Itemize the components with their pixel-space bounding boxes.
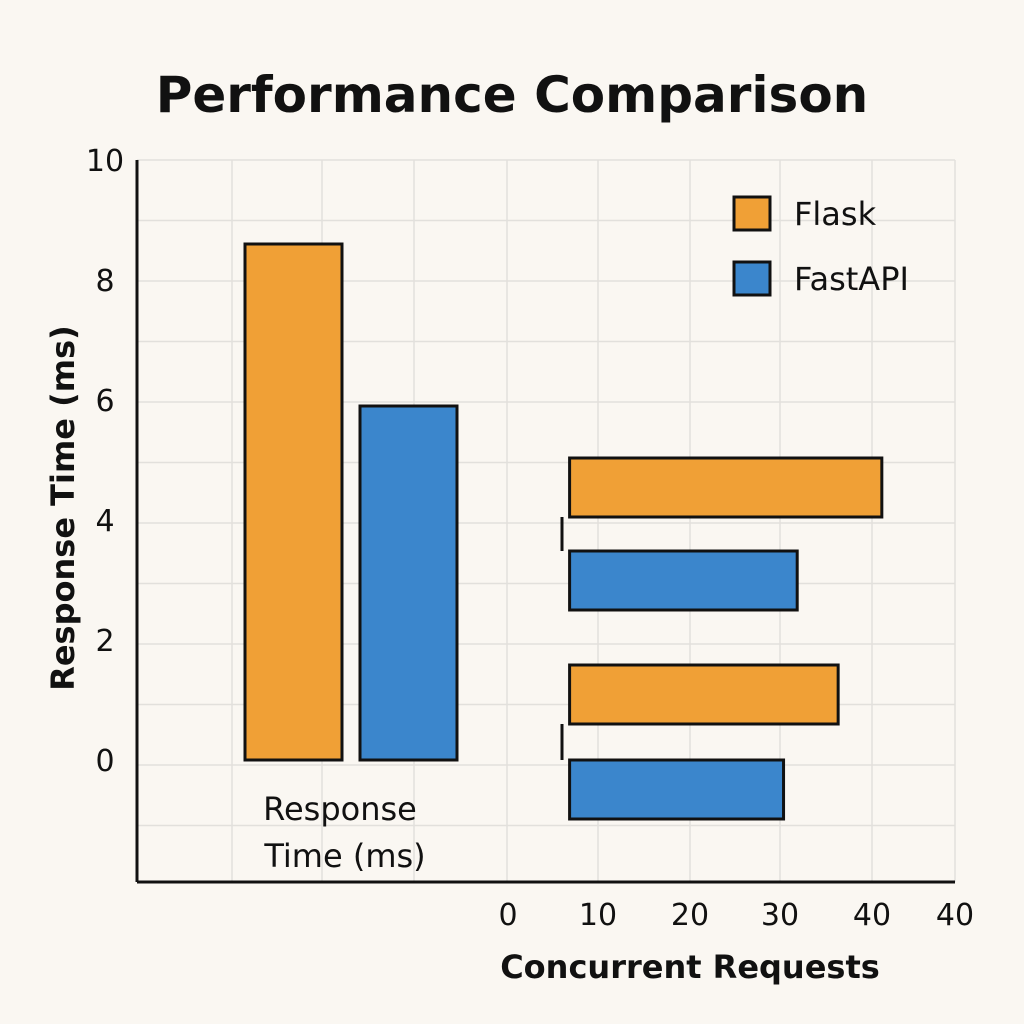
hbar-flask <box>568 456 884 519</box>
x-tick-label: 0 <box>498 898 517 933</box>
bars <box>243 242 884 821</box>
group-label-line2: Time (ms) <box>263 837 425 875</box>
legend-swatch-fastapi <box>732 260 772 297</box>
hbar-flask <box>568 663 840 726</box>
hbar-fastapi <box>568 549 799 612</box>
legend-label-fastapi: FastAPI <box>794 260 909 298</box>
y-axis-label: Response Time (ms) <box>44 325 82 691</box>
y-tick-labels: 0 2 4 6 8 10 <box>86 144 124 779</box>
x-axis-label: Concurrent Requests <box>500 948 880 986</box>
hbar-fastapi <box>568 758 786 821</box>
y-tick-label: 8 <box>95 264 114 299</box>
chart-title: Performance Comparison <box>156 66 869 124</box>
group-label-line1: Response <box>263 790 417 828</box>
y-tick-label: 2 <box>95 624 114 659</box>
x-tick-labels: 0 10 20 30 40 40 <box>498 898 974 933</box>
x-tick-label: 40 <box>936 898 974 933</box>
bar-fastapi <box>358 404 459 762</box>
bar-flask <box>243 242 344 762</box>
x-tick-label: 10 <box>579 898 617 933</box>
y-tick-label: 4 <box>95 504 114 539</box>
legend: Flask FastAPI <box>732 195 909 298</box>
y-tick-label: 10 <box>86 144 124 179</box>
x-tick-label: 40 <box>853 898 891 933</box>
y-tick-label: 6 <box>95 384 114 419</box>
legend-swatch-flask <box>732 195 772 232</box>
legend-label-flask: Flask <box>794 195 877 233</box>
y-tick-label: 0 <box>95 744 114 779</box>
x-tick-label: 30 <box>761 898 799 933</box>
x-tick-label: 20 <box>671 898 709 933</box>
